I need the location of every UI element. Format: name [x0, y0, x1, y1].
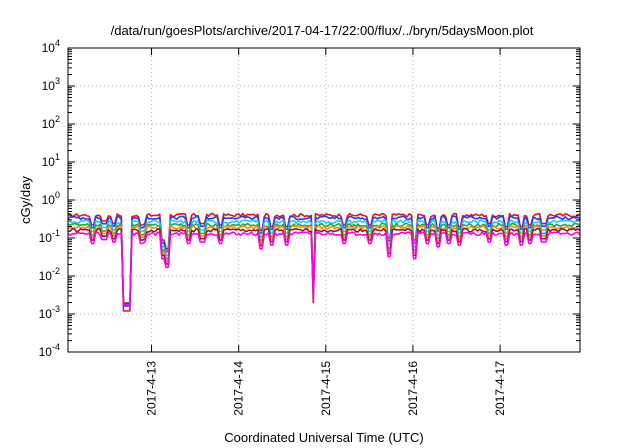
- x-tick-label: 2017-4-16: [406, 361, 420, 416]
- y-axis: 10-4 10-3 10-2 10-1 100 101 102 103 104: [39, 38, 580, 359]
- x-tick-label: 2017-4-15: [319, 361, 333, 416]
- y-tick-label: 10-2: [39, 266, 60, 283]
- chart-title: /data/run/goesPlots/archive/2017-04-17/2…: [111, 23, 534, 38]
- x-tick-label: 2017-4-17: [493, 361, 507, 416]
- x-axis: 2017-4-13 2017-4-14 2017-4-15 2017-4-16 2017…: [145, 48, 507, 416]
- y-tick-label: 10-3: [39, 304, 60, 321]
- y-tick-label: 100: [42, 190, 60, 207]
- series-layer: [67, 212, 581, 312]
- grid: [68, 48, 580, 352]
- x-axis-label: Coordinated Universal Time (UTC): [224, 430, 423, 445]
- y-tick-label: 101: [42, 152, 60, 169]
- series-line: [67, 215, 581, 307]
- y-tick-label: 102: [42, 114, 60, 131]
- x-tick-label: 2017-4-14: [232, 361, 246, 416]
- series-line: [67, 219, 581, 306]
- series-line: [67, 225, 580, 304]
- y-tick-label: 104: [42, 38, 60, 55]
- y-tick-label: 103: [42, 76, 60, 93]
- series-line: [67, 231, 581, 306]
- y-tick-label: 10-1: [39, 228, 60, 245]
- y-tick-label: 10-4: [39, 342, 60, 359]
- y-axis-label: cGy/day: [18, 176, 33, 224]
- x-tick-label: 2017-4-13: [145, 361, 159, 416]
- series-line: [67, 227, 581, 304]
